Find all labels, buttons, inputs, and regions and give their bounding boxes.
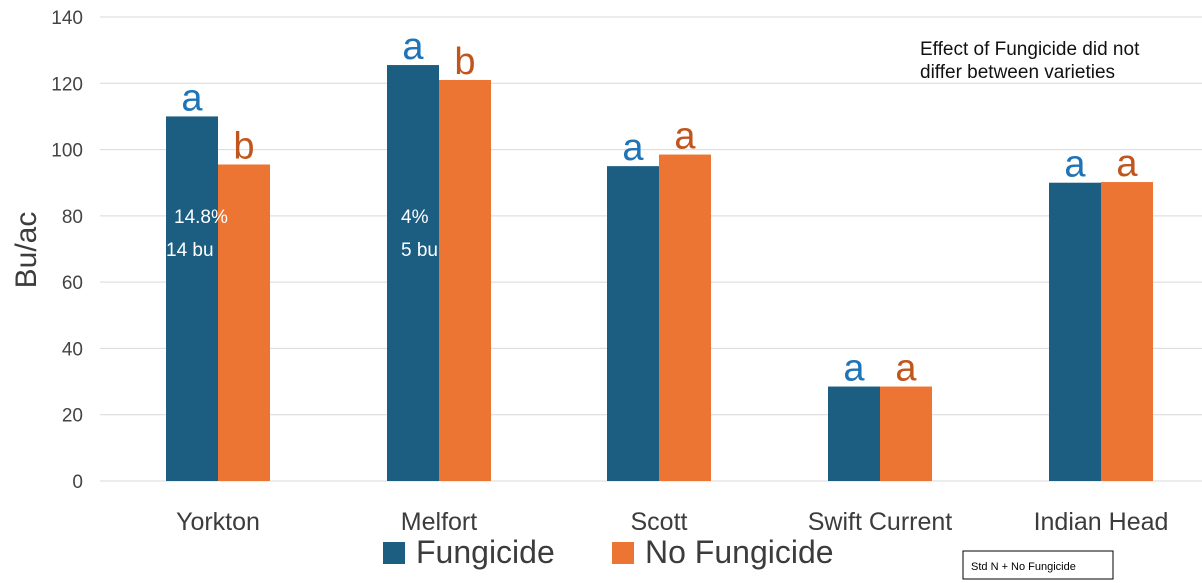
x-axis-categories: Yorkton Melfort Scott Swift Current Indian H… (176, 508, 1168, 536)
significance-letter: a (622, 127, 644, 169)
legend-label: Fungicide (416, 534, 555, 570)
bar-annotation-bushels: 5 bu (401, 240, 438, 261)
x-category-label: Melfort (401, 508, 477, 536)
bar-fungicide (828, 386, 880, 481)
y-tick-label: 80 (62, 207, 83, 228)
bar-fungicide (166, 116, 218, 481)
x-category-label: Yorkton (176, 508, 260, 536)
corner-box: Std N + No Fungicide (962, 550, 1114, 580)
x-category-label: Swift Current (808, 508, 953, 536)
y-tick-label: 100 (51, 141, 83, 162)
y-axis-title: Bu/ac (10, 212, 43, 289)
bar-fungicide (607, 166, 659, 481)
y-tick-label: 0 (72, 472, 83, 493)
x-category-label: Indian Head (1034, 508, 1169, 536)
significance-letter: a (1064, 144, 1086, 186)
legend-swatch (383, 542, 405, 564)
y-tick-label: 140 (51, 8, 83, 29)
significance-letter: a (674, 116, 696, 158)
significance-letter: b (233, 125, 254, 167)
y-tick-label: 20 (62, 406, 83, 427)
significance-letter: a (181, 77, 203, 119)
y-tick-label: 120 (51, 74, 83, 95)
significance-letter: a (895, 348, 917, 390)
bar-annotation-percent: 14.8% (174, 207, 228, 228)
legend-label: No Fungicide (645, 534, 834, 570)
bar-fungicide (1049, 182, 1101, 481)
bar-no-fungicide (659, 154, 711, 482)
annotation-note-line-1: Effect of Fungicide did not (920, 39, 1140, 60)
x-category-label: Scott (631, 508, 688, 536)
legend-swatch (612, 542, 634, 564)
bar-no-fungicide (880, 386, 932, 481)
significance-letter: a (402, 26, 424, 68)
legend: Fungicide No Fungicide (383, 534, 834, 570)
bar-annotation-bushels: 14 bu (166, 240, 214, 261)
bar-annotation-percent: 4% (401, 207, 429, 228)
bars: 14.8% 14 bu 4% 5 bu (166, 65, 1153, 482)
y-tick-label: 60 (62, 273, 83, 294)
significance-letter: b (454, 41, 475, 83)
significance-letter: a (843, 348, 865, 390)
corner-box-label: Std N + No Fungicide (971, 561, 1076, 573)
bar-fungicide (387, 65, 439, 482)
y-tick-label: 40 (62, 339, 83, 360)
significance-letter: a (1116, 143, 1138, 185)
y-axis: 0 20 40 60 80 100 120 140 (51, 8, 83, 493)
bar-no-fungicide (218, 164, 270, 481)
bar-no-fungicide (439, 79, 491, 481)
annotation-note-line-2: differ between varieties (920, 62, 1115, 83)
bar-no-fungicide (1101, 182, 1153, 481)
